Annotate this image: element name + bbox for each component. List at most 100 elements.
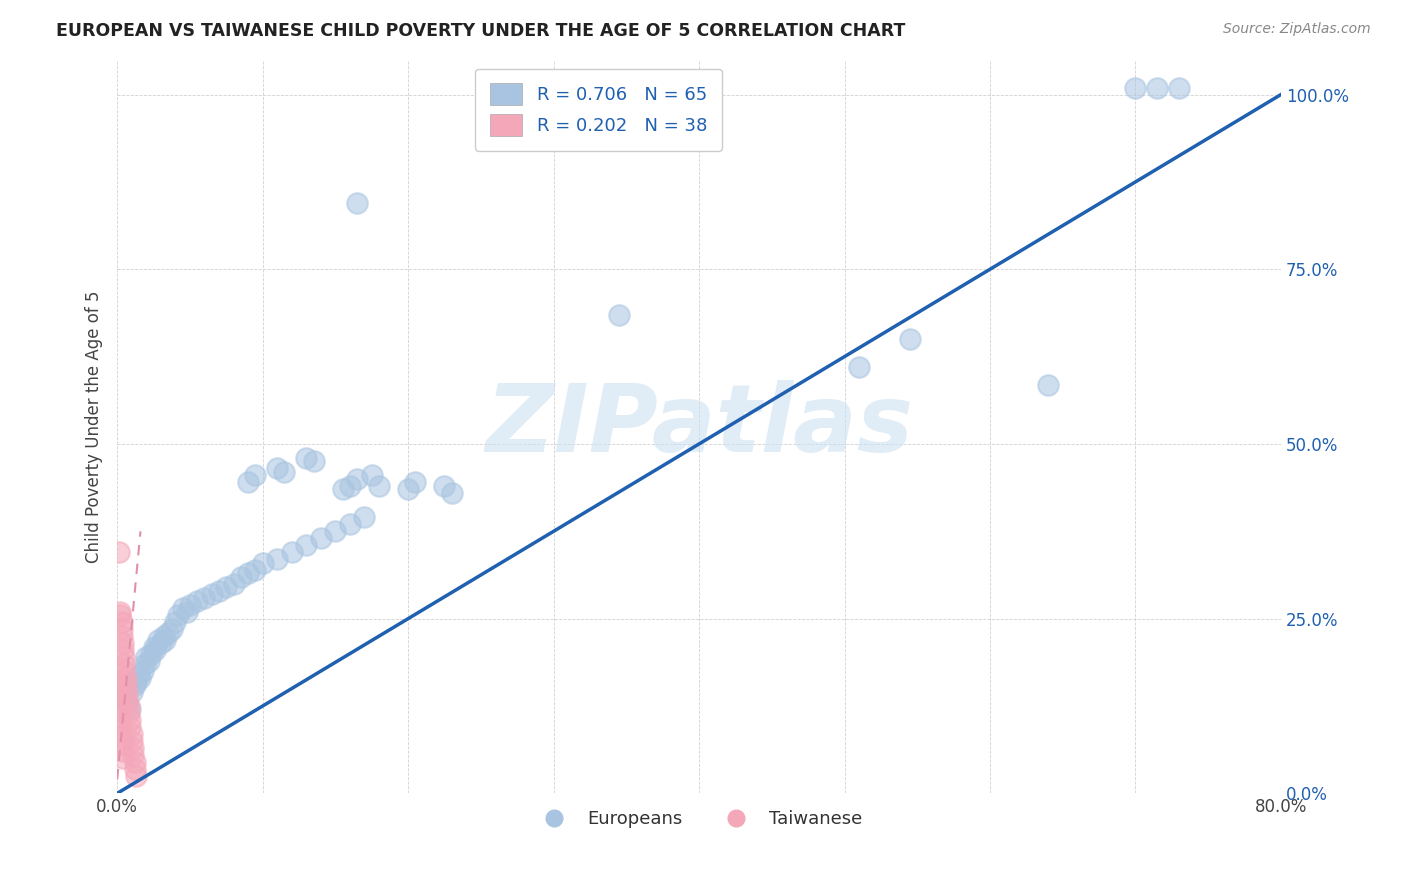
Point [179,598,201,612]
Point [139,647,162,661]
Point [111,751,134,765]
Point [120,720,142,734]
Point [110,731,132,745]
Point [107,545,129,559]
Point [107,696,129,710]
Point [186,594,208,608]
Point [107,709,129,723]
Point [114,650,136,665]
Point [128,667,150,681]
Point [201,587,224,601]
Point [1168,80,1191,95]
Point [339,517,361,532]
Point [117,692,139,706]
Point [346,195,368,210]
Point [124,678,146,692]
Point [146,632,169,647]
Point [353,510,375,524]
Text: ZIPatlas: ZIPatlas [485,381,912,473]
Point [360,468,382,483]
Point [129,671,152,685]
Point [162,622,184,636]
Point [332,483,354,497]
Text: EUROPEAN VS TAIWANESE CHILD POVERTY UNDER THE AGE OF 5 CORRELATION CHART: EUROPEAN VS TAIWANESE CHILD POVERTY UNDE… [56,22,905,40]
Point [1125,80,1147,95]
Point [105,664,128,678]
Point [120,702,142,716]
Point [110,622,132,636]
Point [252,556,274,570]
Point [167,608,190,623]
Point [193,591,215,605]
Point [149,636,172,650]
Point [122,740,145,755]
Point [124,755,146,769]
Point [165,615,187,629]
Point [134,657,156,671]
Point [143,643,166,657]
Point [245,563,267,577]
Point [266,552,288,566]
Y-axis label: Child Poverty Under the Age of 5: Child Poverty Under the Age of 5 [86,290,103,563]
Point [346,472,368,486]
Point [440,486,463,500]
Point [153,632,176,647]
Text: Source: ZipAtlas.com: Source: ZipAtlas.com [1223,22,1371,37]
Point [110,738,132,752]
Point [142,640,165,654]
Point [107,702,129,716]
Point [208,583,231,598]
Point [396,483,419,497]
Point [848,360,870,375]
Point [121,734,143,748]
Point [607,308,630,322]
Point [108,723,131,738]
Point [108,605,131,619]
Point [172,601,194,615]
Point [110,615,132,629]
Point [110,629,132,643]
Point [295,538,318,552]
Point [118,698,141,713]
Point [309,531,332,545]
Point [135,650,157,665]
Point [108,716,131,731]
Point [176,605,198,619]
Point [117,685,139,699]
Point [898,332,921,346]
Point [236,475,259,490]
Point [132,664,155,678]
Point [125,674,148,689]
Point [281,545,304,559]
Point [404,475,426,490]
Point [236,566,259,581]
Point [245,468,267,483]
Point [118,706,141,720]
Point [115,678,138,692]
Point [114,689,136,703]
Point [115,671,138,685]
Point [215,580,238,594]
Point [111,636,134,650]
Point [125,769,148,783]
Point [138,654,160,668]
Point [302,454,325,468]
Point [122,747,145,762]
Point [114,657,136,671]
Point [105,685,128,699]
Point [1038,377,1060,392]
Point [325,524,347,539]
Point [368,479,391,493]
Point [152,629,174,643]
Point [124,762,146,776]
Point [108,608,131,623]
Point [121,727,143,741]
Point [120,713,142,727]
Point [117,696,139,710]
Point [273,465,295,479]
Point [339,479,361,493]
Point [266,461,288,475]
Point [433,479,456,493]
Point [111,643,134,657]
Legend: Europeans, Taiwanese: Europeans, Taiwanese [529,803,869,836]
